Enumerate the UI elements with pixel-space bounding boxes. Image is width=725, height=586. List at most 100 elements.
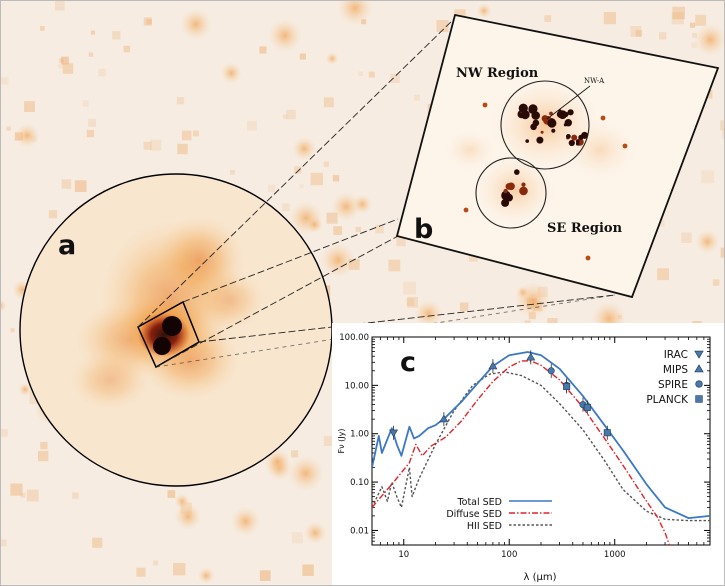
noise-speck xyxy=(291,450,299,458)
legend-label-mips: MIPS xyxy=(663,364,688,376)
noise-speck xyxy=(695,14,707,26)
noise-speck xyxy=(436,20,449,32)
noise-speck xyxy=(671,12,684,25)
noise-speck xyxy=(635,30,643,37)
y-tick-label: 100.00 xyxy=(339,333,369,343)
noise-speck xyxy=(323,97,334,108)
noise-speck xyxy=(247,120,257,131)
noise-speck xyxy=(173,563,186,576)
noise-speck xyxy=(40,441,48,450)
noise-blob xyxy=(268,18,302,53)
noise-speck xyxy=(368,71,375,78)
se-region-circle xyxy=(475,157,547,229)
noise-speck xyxy=(692,33,697,38)
noise-speck xyxy=(259,46,267,54)
noise-speck xyxy=(294,166,302,174)
noise-speck xyxy=(267,184,276,193)
noise-speck xyxy=(326,212,338,224)
noise-speck xyxy=(630,26,642,37)
legend-marker-irac xyxy=(694,350,704,359)
knot xyxy=(521,182,526,187)
x-tick-label: 10 xyxy=(398,550,409,560)
noise-speck xyxy=(24,101,35,112)
knot xyxy=(540,130,544,134)
noise-speck xyxy=(454,9,466,21)
noise-speck xyxy=(82,100,89,107)
knot xyxy=(528,104,538,114)
knot xyxy=(600,115,606,121)
noise-speck xyxy=(259,570,271,581)
noise-speck xyxy=(403,281,417,295)
noise-speck xyxy=(59,58,64,63)
nw-region-circle xyxy=(500,80,590,170)
noise-speck xyxy=(310,172,323,186)
noise-blob xyxy=(197,567,215,584)
obs-marker-mips xyxy=(439,414,449,423)
noise-blob xyxy=(287,455,324,492)
noise-speck xyxy=(302,564,314,576)
emission-knots xyxy=(463,102,628,261)
noise-speck xyxy=(332,175,340,182)
sed-line-hii-sed xyxy=(372,371,710,522)
legend-label-hii-sed: HII SED xyxy=(467,521,502,532)
x-tick-label: 1000 xyxy=(604,550,626,560)
noise-speck xyxy=(390,73,400,83)
noise-speck xyxy=(20,492,26,498)
noise-speck xyxy=(657,268,669,281)
core-se xyxy=(153,337,171,355)
noise-speck xyxy=(0,429,8,437)
noise-speck xyxy=(146,19,152,25)
knot xyxy=(518,103,528,113)
noise-speck xyxy=(98,68,106,77)
noise-speck xyxy=(712,279,720,286)
noise-speck xyxy=(407,296,418,308)
bright-cores xyxy=(138,313,190,357)
knot xyxy=(585,255,591,261)
noise-speck xyxy=(672,6,685,20)
core-nw xyxy=(162,316,182,336)
noise-speck xyxy=(657,219,665,227)
legend-label-spire: SPIRE xyxy=(658,379,688,391)
y-tick-label: 1.00 xyxy=(350,430,369,440)
knot xyxy=(567,109,574,116)
noise-speck xyxy=(143,141,152,150)
nw-a-label: NW-A xyxy=(584,77,605,85)
noise-speck xyxy=(323,161,329,167)
noise-speck xyxy=(414,94,420,101)
sed-curves xyxy=(372,351,710,545)
noise-blob xyxy=(352,194,373,214)
noise-speck xyxy=(375,224,384,234)
noise-speck xyxy=(6,126,11,131)
noise-speck xyxy=(333,226,343,235)
noise-speck xyxy=(0,539,7,547)
noise-speck xyxy=(90,30,95,35)
knot xyxy=(505,193,513,202)
noise-speck xyxy=(544,15,552,22)
noise-blob xyxy=(264,448,291,475)
noise-speck xyxy=(299,184,304,189)
legend-marker-spire xyxy=(695,380,703,388)
noise-speck xyxy=(681,232,692,243)
nw-a-pointer xyxy=(546,85,591,120)
panel-c: 100.00 10.00 1.00 0.10 0.01 10 100 1000 IRAC MIP… xyxy=(332,323,725,586)
noise-blob xyxy=(694,23,725,56)
noise-speck xyxy=(177,143,188,155)
noise-speck xyxy=(396,236,406,247)
noise-speck xyxy=(143,17,152,26)
noise-speck xyxy=(286,109,296,120)
panel-c-background xyxy=(332,323,725,586)
panel-c-label: c xyxy=(400,347,416,378)
knot xyxy=(558,110,567,120)
noise-speck xyxy=(358,71,364,76)
panel-a: a xyxy=(19,173,333,487)
noise-blob xyxy=(0,299,7,313)
noise-blob xyxy=(320,242,356,278)
noise-speck xyxy=(26,489,39,502)
noise-speck xyxy=(167,490,176,498)
nw-region-label: NW Region xyxy=(456,66,539,81)
y-tick-label: 0.10 xyxy=(350,478,369,488)
noise-speck xyxy=(48,210,58,219)
knot xyxy=(482,102,488,108)
noise-speck xyxy=(86,129,94,138)
